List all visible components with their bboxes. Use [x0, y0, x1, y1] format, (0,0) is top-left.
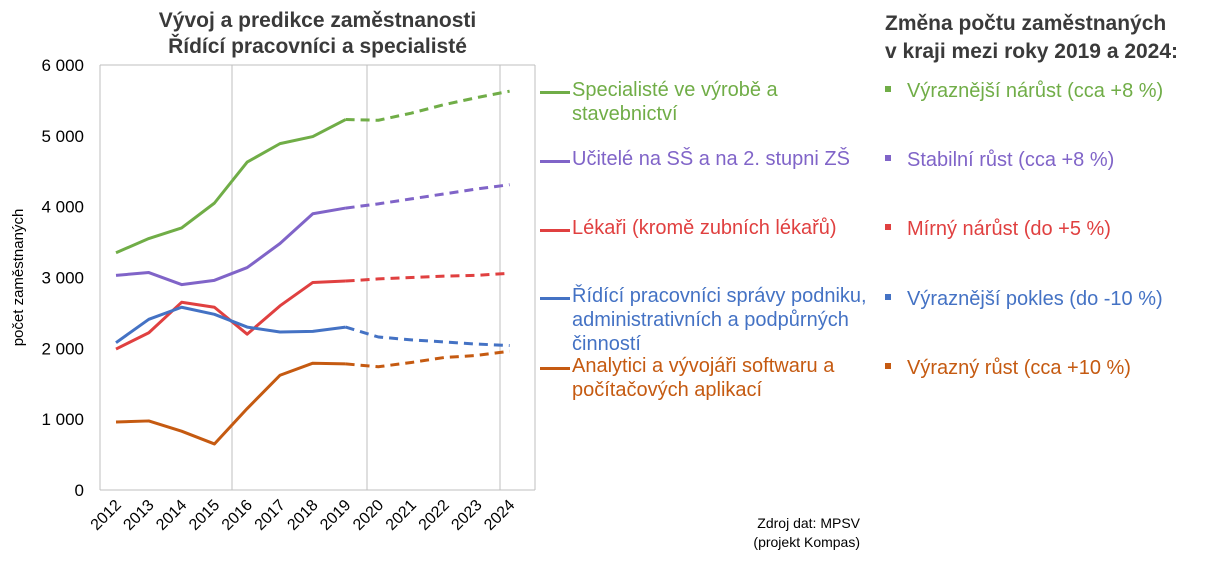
y-tick-label: 0 [75, 481, 84, 500]
y-tick-label: 6 000 [41, 56, 84, 75]
chart-title-line-2: Řídící pracovníci a specialisté [168, 35, 467, 58]
square-bullet-icon [885, 85, 891, 92]
legend-swatch [540, 297, 570, 300]
change-label: Výraznější pokles (do -10 %) [907, 288, 1163, 310]
change-label: Mírný nárůst (do +5 %) [907, 218, 1111, 240]
series-line-forecast [345, 349, 510, 369]
x-tick-label: 2015 [186, 497, 223, 534]
y-tick-label: 4 000 [41, 198, 84, 217]
square-bullet-icon [885, 362, 891, 369]
x-tick-label: 2016 [219, 497, 256, 534]
y-tick-label: 3 000 [41, 269, 84, 288]
legend-label: Analytici a vývojáři softwaru a počítačo… [572, 355, 835, 401]
change-item: Výrazný růst (cca +10 %) [885, 356, 1131, 380]
change-item: Stabilní růst (cca +8 %) [885, 148, 1114, 172]
y-tick-label: 5 000 [41, 127, 84, 146]
y-tick-label: 1 000 [41, 410, 84, 429]
x-tick-label: 2013 [120, 497, 157, 534]
change-item: Mírný nárůst (do +5 %) [885, 217, 1111, 241]
square-bullet-icon [885, 293, 891, 300]
legend-swatch [540, 229, 570, 232]
x-tick-label: 2012 [88, 497, 125, 534]
series-line-forecast [345, 89, 510, 122]
series-line-forecast [345, 325, 510, 347]
change-title-line-1: Změna počtu zaměstnaných [885, 12, 1167, 35]
change-label: Výraznější nárůst (cca +8 %) [907, 80, 1164, 102]
x-tick-label: 2020 [350, 497, 387, 534]
source-line-2: (projekt Kompas) [753, 534, 860, 550]
legend-swatch [540, 367, 570, 370]
line-chart: 0 1 000 2 000 3 000 4 000 5 000 6 000 počet zam… [10, 56, 536, 534]
change-item: Výraznější pokles (do -10 %) [885, 287, 1163, 311]
x-tick-label: 2014 [153, 497, 190, 534]
x-tick-label: 2024 [481, 497, 518, 534]
x-tick-label: 2018 [284, 497, 321, 534]
series-line-actual [115, 361, 346, 446]
square-bullet-icon [885, 154, 891, 161]
chart-title-line-1: Vývoj a predikce zaměstnanosti [158, 9, 477, 32]
series-line-actual [115, 279, 346, 351]
series-line-forecast [345, 271, 510, 283]
x-tick-label: 2019 [317, 497, 354, 534]
y-tick-label: 2 000 [41, 339, 84, 358]
legend-label: Učitelé na SŠ a na 2. stupni ZŠ [572, 148, 850, 170]
change-item: Výraznější nárůst (cca +8 %) [885, 79, 1163, 103]
x-tick-label: 2017 [252, 497, 289, 534]
square-bullet-icon [885, 223, 891, 230]
x-tick-label: 2021 [383, 497, 420, 534]
y-axis-title: počet zaměstnaných [10, 209, 27, 347]
legend-swatch [540, 160, 570, 163]
change-label: Výrazný růst (cca +10 %) [907, 357, 1131, 379]
change-title-line-2: v kraji mezi roky 2019 a 2024: [885, 40, 1179, 63]
legend-swatch [540, 91, 570, 94]
change-label: Stabilní růst (cca +8 %) [907, 149, 1115, 171]
change-title: Změna počtu zaměstnaných v kraji mezi ro… [885, 10, 1229, 66]
source-note: Zdroj dat: MPSV (projekt Kompas) [720, 514, 860, 552]
x-tick-label: 2022 [416, 497, 453, 534]
legend-label: Řídící pracovníci správy podniku, admini… [572, 285, 867, 355]
series-line-actual [115, 118, 347, 255]
series-line-actual [115, 206, 346, 287]
series-line-forecast [345, 183, 510, 210]
legend-label: Lékaři (kromě zubních lékařů) [572, 217, 837, 239]
chart-title: Vývoj a predikce zaměstnanosti Řídící pr… [100, 8, 535, 60]
legend-label: Specialisté ve výrobě a stavebnictví [572, 79, 778, 125]
source-line-1: Zdroj dat: MPSV [757, 515, 860, 531]
series-line-actual [115, 305, 346, 344]
x-tick-label: 2023 [448, 497, 485, 534]
